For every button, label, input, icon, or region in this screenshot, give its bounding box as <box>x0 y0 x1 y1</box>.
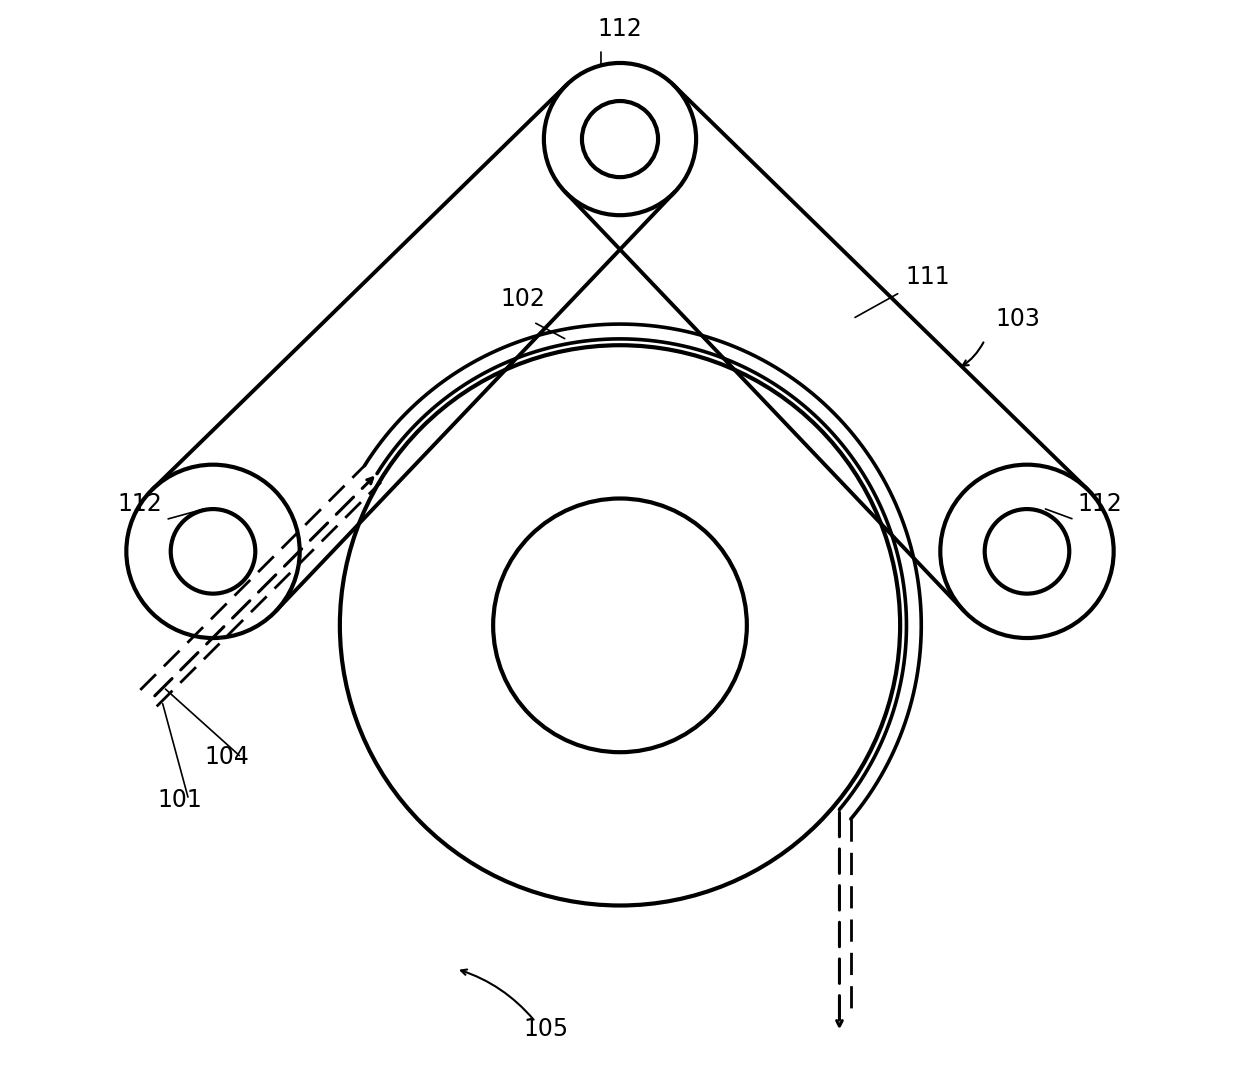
Text: 111: 111 <box>905 265 950 288</box>
Text: 112: 112 <box>118 492 162 516</box>
Text: 112: 112 <box>598 17 642 41</box>
Text: 105: 105 <box>523 1016 569 1041</box>
Text: 104: 104 <box>205 745 249 769</box>
Text: 102: 102 <box>500 287 546 312</box>
Text: 101: 101 <box>157 788 202 812</box>
Text: 112: 112 <box>1078 492 1122 516</box>
Text: 103: 103 <box>996 306 1040 331</box>
